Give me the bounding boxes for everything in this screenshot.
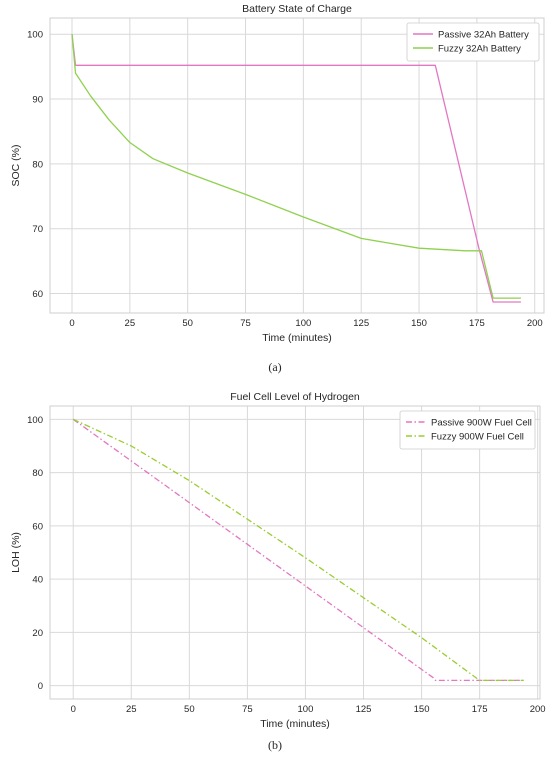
x-tick-label: 125 xyxy=(356,704,372,715)
legend-label: Passive 32Ah Battery xyxy=(438,30,529,41)
x-axis-label: Time (minutes) xyxy=(260,718,330,730)
x-tick-label: 100 xyxy=(295,318,311,329)
y-tick-label: 100 xyxy=(27,30,43,41)
y-tick-label: 90 xyxy=(32,95,43,106)
x-tick-label: 175 xyxy=(472,704,488,715)
x-tick-label: 25 xyxy=(126,704,137,715)
y-tick-label: 80 xyxy=(32,159,43,170)
y-tick-label: 60 xyxy=(32,289,43,300)
legend-box xyxy=(406,22,540,62)
x-axis-label: Time (minutes) xyxy=(262,332,332,344)
plot-frame xyxy=(49,17,545,314)
y-tick-label: 60 xyxy=(32,521,43,532)
series-line-1 xyxy=(71,34,521,303)
caption-a: (a) xyxy=(268,360,282,374)
chart-title: Fuel Cell Level of Hydrogen xyxy=(230,391,360,403)
x-tick-label: 25 xyxy=(125,318,136,329)
chart-1: 0 25 50 75 100 125 150 175 200 60 70 80 90 100 Battery… xyxy=(10,3,545,344)
series-line-2 xyxy=(72,418,524,682)
legend-label: Fuzzy 32Ah Battery xyxy=(438,44,521,55)
x-tick-label: 200 xyxy=(527,318,543,329)
series-line-2 xyxy=(71,34,521,299)
legend: Passive 900W Fuel Cell Fuzzy 900W Fuel Ce… xyxy=(399,410,536,450)
chart-2: 0 25 50 75 100 125 150 175 200 0 20 40 60 80 100 Fuel C… xyxy=(10,391,546,730)
legend: Passive 32Ah Battery Fuzzy 32Ah Battery xyxy=(406,22,540,62)
x-tick-label: 100 xyxy=(298,704,314,715)
plot-frame xyxy=(49,405,541,700)
caption-b: (b) xyxy=(268,738,282,752)
x-tick-label: 200 xyxy=(530,704,546,715)
x-tick-label: 150 xyxy=(411,318,427,329)
x-tick-label: 0 xyxy=(69,318,74,329)
x-tick-label: 50 xyxy=(182,318,193,329)
x-tick-label: 75 xyxy=(242,704,253,715)
y-tick-label: 100 xyxy=(27,415,43,426)
legend-label: Passive 900W Fuel Cell xyxy=(431,418,532,429)
y-tick-label: 40 xyxy=(32,575,43,586)
x-tick-label: 50 xyxy=(184,704,195,715)
y-axis-label: LOH (%) xyxy=(10,532,22,573)
chart-title: Battery State of Charge xyxy=(242,3,352,15)
x-tick-label: 0 xyxy=(71,704,76,715)
y-tick-label: 80 xyxy=(32,468,43,479)
y-tick-label: 70 xyxy=(32,224,43,235)
x-tick-label: 175 xyxy=(469,318,485,329)
y-tick-label: 0 xyxy=(38,681,43,692)
legend-box xyxy=(399,410,536,450)
x-tick-label: 125 xyxy=(353,318,369,329)
y-axis-label: SOC (%) xyxy=(10,145,22,187)
x-tick-label: 150 xyxy=(414,704,430,715)
legend-label: Fuzzy 900W Fuel Cell xyxy=(431,432,524,443)
x-tick-label: 75 xyxy=(240,318,251,329)
y-tick-label: 20 xyxy=(32,628,43,639)
series-line-1 xyxy=(72,418,524,682)
